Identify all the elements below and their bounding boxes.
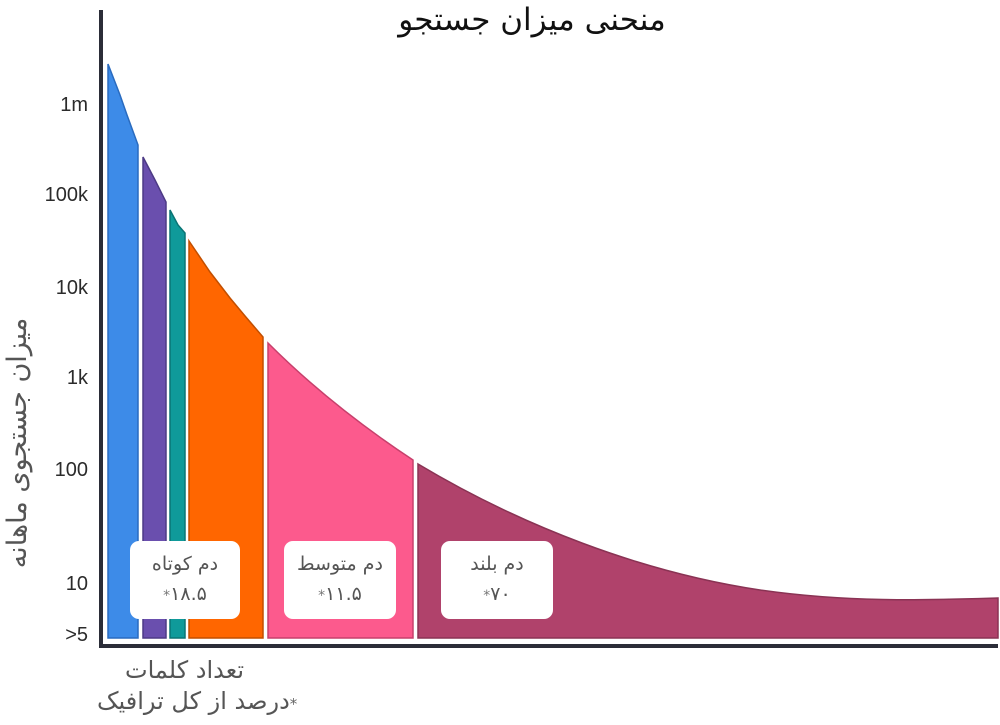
segment-head-4 <box>188 238 264 639</box>
short-tail-percent: ۱۸.۵* <box>130 583 240 605</box>
middle-tail-label: دم متوسط <box>297 553 383 575</box>
x-axis-label: تعداد کلمات <box>125 656 244 684</box>
chart-title-text: منحنی میزان جستجو <box>398 2 666 38</box>
long-tail-percent: ۷۰* <box>441 583 553 605</box>
y-tick-1m: 1m <box>60 94 88 116</box>
label-card-short-tail: دم کوتاه ۱۸.۵* <box>130 541 240 619</box>
middle-tail-percent-value: ۱۱.۵ <box>325 583 362 605</box>
note-marker: * <box>163 588 171 604</box>
y-tick-10: 10 <box>65 573 88 595</box>
note-marker: * <box>483 588 491 604</box>
middle-tail-percent: ۱۱.۵* <box>284 583 396 605</box>
x-axis-note-text: درصد از کل ترافیک <box>97 687 290 715</box>
x-axis-note: *درصد از کل ترافیک <box>97 687 297 715</box>
segment-head-1 <box>107 63 139 639</box>
y-tick-10k: 10k <box>55 277 88 299</box>
note-marker: * <box>318 588 326 604</box>
chart-title: منحنی میزان جستجو <box>0 2 1000 38</box>
long-tail-percent-value: ۷۰ <box>490 583 511 605</box>
label-card-middle-tail: دم متوسط ۱۱.۵* <box>284 541 396 619</box>
y-tick-100k: 100k <box>44 184 88 206</box>
label-card-long-tail: دم بلند ۷۰* <box>441 541 553 619</box>
y-tick-gt5: >5 <box>65 624 88 646</box>
long-tail-label: دم بلند <box>470 553 524 575</box>
y-tick-100: 100 <box>54 459 88 481</box>
short-tail-percent-value: ۱۸.۵ <box>170 583 207 605</box>
y-tick-1k: 1k <box>66 367 88 389</box>
segment-long-tail <box>417 462 999 639</box>
note-marker: * <box>289 695 298 713</box>
short-tail-label: دم کوتاه <box>151 553 219 575</box>
